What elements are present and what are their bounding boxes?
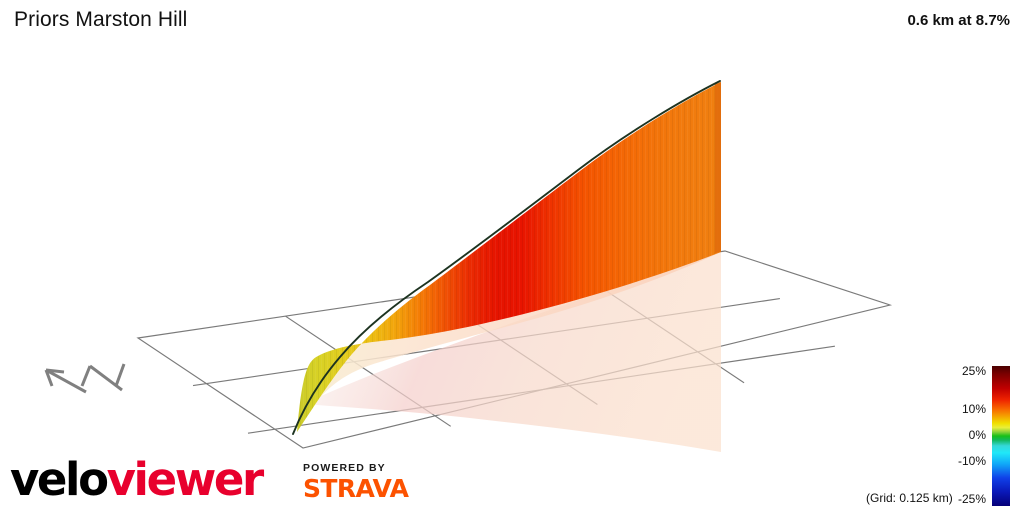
strava-wordmark: STRAVA: [303, 474, 409, 503]
logo-viewer-text: viewer: [106, 453, 265, 506]
ribbon-shadow: [303, 252, 721, 452]
legend-tick-neg10: -10%: [957, 454, 986, 468]
legend-tick-10: 10%: [961, 402, 986, 416]
compass-north-indicator: N: [44, 363, 126, 394]
gradient-colorbar: [992, 366, 1010, 506]
legend-tick-0: 0%: [968, 428, 986, 442]
powered-by-label: POWERED BY: [303, 462, 386, 474]
elevation-ribbon[interactable]: [292, 80, 721, 435]
logo-velo-text: velo: [10, 453, 109, 506]
segment-stat: 0.6 km at 8.7%: [907, 12, 1010, 29]
grid-scale-note: (Grid: 0.125 km): [866, 491, 953, 505]
legend-tick-neg25: -25%: [957, 492, 986, 506]
gradient-legend: 25% 10% 0% -10% -25%: [958, 364, 1024, 506]
strava-attribution[interactable]: POWERED BY STRAVA: [303, 462, 409, 503]
legend-tick-25: 25%: [961, 364, 986, 378]
veloviewer-logo[interactable]: veloviewer: [10, 453, 265, 506]
page-title: Priors Marston Hill: [14, 8, 188, 31]
